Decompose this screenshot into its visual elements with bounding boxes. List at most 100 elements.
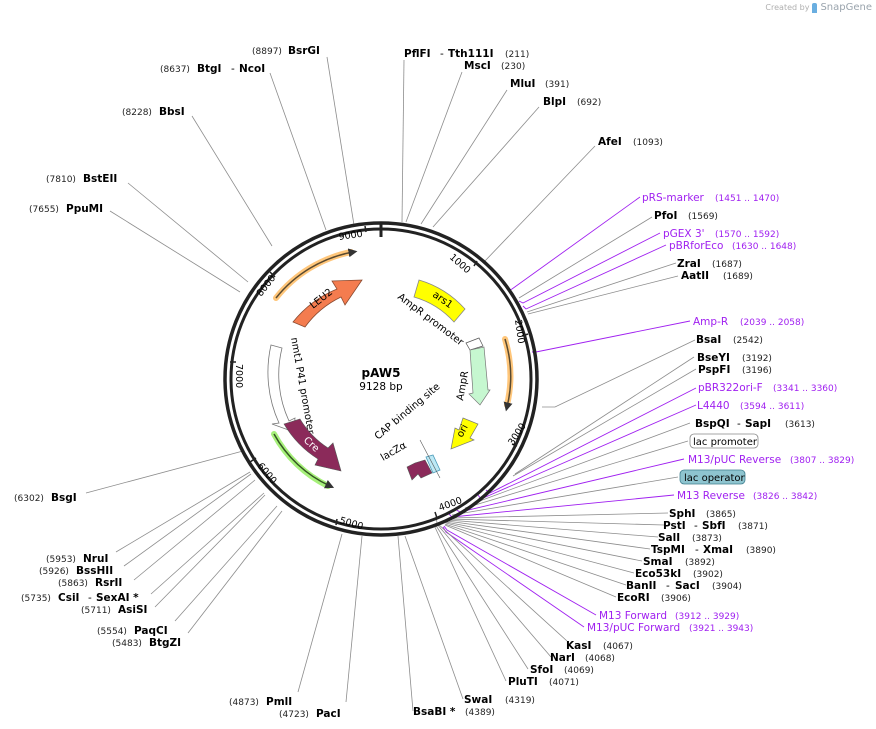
enzyme-bsrgi[interactable]: BsrGI — [288, 45, 320, 57]
svg-text:-: - — [695, 544, 699, 556]
enzyme-tspmi[interactable]: TspMI — [651, 544, 685, 556]
enzyme-ppumi[interactable]: PpuMI — [66, 203, 103, 215]
feature-lac-operator[interactable]: lac operator — [684, 473, 745, 484]
enzyme-pmli[interactable]: PmlI — [266, 696, 292, 708]
enzyme-eco53ki[interactable]: Eco53kI — [635, 568, 681, 580]
enzyme-sapi[interactable]: SapI — [745, 418, 771, 430]
enzyme-nrui[interactable]: NruI — [83, 553, 108, 565]
enzyme-btgi[interactable]: BtgI — [197, 63, 221, 75]
primer-m13-forward[interactable]: M13 Forward — [599, 610, 667, 622]
enzyme-paci[interactable]: PacI — [316, 708, 341, 720]
enzyme-pos: (5953) — [46, 555, 76, 565]
primer-pbrforeco[interactable]: pBRforEco — [669, 240, 723, 252]
enzyme-bsabi[interactable]: BsaBI * — [413, 706, 456, 718]
enzyme-pos: (5711) — [81, 606, 111, 616]
enzyme-ecori[interactable]: EcoRI — [617, 592, 650, 604]
enzyme-psti[interactable]: PstI — [663, 520, 686, 532]
enzyme-pos: (3906) — [661, 594, 691, 604]
enzyme-kasi[interactable]: KasI — [566, 640, 591, 652]
enzyme-csii[interactable]: CsiI — [58, 592, 79, 604]
enzyme-pos: (8637) — [160, 65, 190, 75]
primer-amp-r[interactable]: Amp-R — [693, 316, 728, 328]
primer-l4440[interactable]: L4440 — [697, 400, 730, 412]
enzyme-smai[interactable]: SmaI — [643, 556, 673, 568]
enzyme-blpi[interactable]: BlpI — [543, 96, 566, 108]
lac-operator-box[interactable] — [679, 469, 746, 485]
primer-pbr322ori-f[interactable]: pBR322ori-F — [698, 382, 763, 394]
enzyme-pos: (7655) — [29, 205, 59, 215]
enzyme-btgzi[interactable]: BtgZI — [149, 637, 181, 649]
enzyme-msci[interactable]: MscI — [464, 60, 491, 72]
enzyme-pos: (8897) — [252, 47, 282, 57]
enzyme-aatii[interactable]: AatII — [681, 270, 709, 282]
enzyme-bsteii[interactable]: BstEII — [83, 173, 117, 185]
plasmid-name: pAW5 — [362, 366, 401, 380]
feature-ori[interactable] — [450, 417, 479, 450]
enzyme-zrai[interactable]: ZraI — [677, 258, 701, 270]
enzyme-bsgi[interactable]: BsgI — [51, 492, 77, 504]
enzyme-pos: (3613) — [785, 420, 815, 430]
enzyme-pos: (3865) — [706, 510, 736, 520]
enzyme-sbfi[interactable]: SbfI — [702, 520, 726, 532]
feature-ori-label: ori — [455, 423, 471, 440]
feature-nmt1-promoter[interactable] — [267, 344, 296, 433]
feature-leu2[interactable] — [292, 279, 363, 328]
primer-pos: (3921 .. 3943) — [689, 624, 753, 634]
enzyme-pos: (4067) — [603, 642, 633, 652]
enzyme-pspfi[interactable]: PspFI — [698, 364, 730, 376]
enzyme-bsai[interactable]: BsaI — [696, 334, 721, 346]
enzyme-sphi[interactable]: SphI — [669, 508, 695, 520]
enzyme-pfoi[interactable]: PfoI — [654, 210, 677, 222]
feature-ars1[interactable] — [413, 279, 466, 323]
enzyme-sexai[interactable]: SexAI * — [96, 592, 139, 604]
enzyme-pflfi[interactable]: PflFI — [404, 48, 431, 60]
tick-7000: 7000 — [233, 364, 244, 388]
enzyme-labels-left: (6302) BsgI (5953) NruI (5926) BssHII (5… — [14, 492, 181, 649]
enzyme-pos: (5926) — [39, 567, 69, 577]
feature-lacz-alpha-label: lacZα — [379, 440, 409, 464]
enzyme-pos: (3196) — [742, 366, 772, 376]
enzyme-mlui[interactable]: MluI — [510, 78, 535, 90]
enzyme-rsrii[interactable]: RsrII — [95, 577, 122, 589]
backbone-ring — [223, 221, 539, 537]
enzyme-nari[interactable]: NarI — [550, 652, 575, 664]
primer-pgex-3[interactable]: pGEX 3' — [663, 228, 705, 240]
feature-ampr[interactable] — [468, 346, 491, 406]
enzyme-paqci[interactable]: PaqCI — [134, 625, 168, 637]
enzyme-pos: (5483) — [112, 639, 142, 649]
enzyme-xmai[interactable]: XmaI — [703, 544, 733, 556]
enzyme-pos: (4873) — [229, 698, 259, 708]
enzyme-bseyi[interactable]: BseYI — [697, 352, 730, 364]
feature-lac-promoter[interactable]: lac promoter — [693, 437, 758, 448]
feature-cap-binding-site[interactable] — [425, 454, 441, 474]
enzyme-afei[interactable]: AfeI — [598, 136, 622, 148]
primer-prs-marker[interactable]: pRS-marker — [642, 192, 705, 204]
svg-text:-: - — [694, 520, 698, 532]
lac-promoter-box[interactable] — [689, 433, 759, 449]
enzyme-pos: (692) — [577, 98, 601, 108]
enzyme-tth111i[interactable]: Tth111I — [448, 48, 493, 60]
enzyme-bbsi[interactable]: BbsI — [159, 106, 185, 118]
svg-text:-: - — [737, 418, 741, 430]
enzyme-asisi[interactable]: AsiSI — [118, 604, 147, 616]
enzyme-pos: (4068) — [585, 654, 615, 664]
enzyme-pos: (1687) — [712, 260, 742, 270]
feature-cre[interactable] — [283, 418, 342, 472]
enzyme-bsshii[interactable]: BssHII — [76, 565, 113, 577]
feature-lacz-alpha[interactable] — [406, 459, 433, 481]
enzyme-ncoi[interactable]: NcoI — [239, 63, 265, 75]
enzyme-banii[interactable]: BanII — [626, 580, 656, 592]
enzyme-bspqi[interactable]: BspQI — [695, 418, 730, 430]
enzyme-sali[interactable]: SalI — [658, 532, 680, 544]
feature-ampr-promoter[interactable] — [465, 337, 484, 351]
enzyme-sfoi[interactable]: SfoI — [530, 664, 553, 676]
primer-m13-reverse[interactable]: M13 Reverse — [677, 490, 745, 502]
enzyme-saci[interactable]: SacI — [675, 580, 700, 592]
primer-m13-puc-forward[interactable]: M13/pUC Forward — [587, 622, 680, 634]
primer-m13-puc-reverse[interactable]: M13/pUC Reverse — [688, 454, 781, 466]
svg-text:-: - — [440, 48, 444, 60]
enzyme-pos: (3904) — [712, 582, 742, 592]
tick-2000: 2000 — [512, 319, 526, 344]
enzyme-pluti[interactable]: PluTI — [508, 676, 538, 688]
enzyme-swai[interactable]: SwaI — [464, 694, 492, 706]
